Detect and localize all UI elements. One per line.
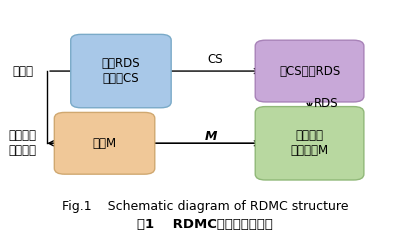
- FancyBboxPatch shape: [254, 107, 363, 180]
- Text: 构建RDS
候选集CS: 构建RDS 候选集CS: [101, 57, 140, 85]
- Text: Fig.1    Schematic diagram of RDMC structure: Fig.1 Schematic diagram of RDMC structur…: [62, 200, 347, 213]
- FancyBboxPatch shape: [70, 34, 171, 108]
- Text: 数据集: 数据集: [12, 65, 33, 78]
- Text: 聚类M: 聚类M: [92, 137, 116, 150]
- Text: 动态构建
距离矩阵M: 动态构建 距离矩阵M: [290, 129, 328, 157]
- FancyBboxPatch shape: [54, 112, 155, 174]
- Text: RDS: RDS: [313, 97, 337, 110]
- Text: CS: CS: [207, 53, 222, 66]
- Text: 图1    RDMC方法结构示意图: 图1 RDMC方法结构示意图: [137, 218, 272, 231]
- Text: 从CS选取RDS: 从CS选取RDS: [278, 65, 339, 78]
- Text: 时间序列
事件类别: 时间序列 事件类别: [9, 129, 36, 157]
- Text: M: M: [204, 130, 217, 143]
- FancyBboxPatch shape: [254, 40, 363, 102]
